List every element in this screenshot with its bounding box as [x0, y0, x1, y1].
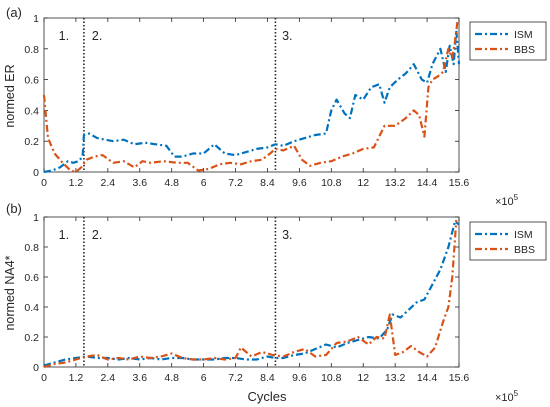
panel-a-y-tick-label: 0.2 — [24, 136, 39, 148]
panel-a-x-tick-label: 15.6 — [449, 177, 470, 189]
panel-a-x-tick-label: 2.4 — [101, 177, 116, 189]
panel-b-y-tick-label: 0.4 — [24, 302, 39, 314]
panel-a-phase-label: 2. — [92, 29, 102, 43]
panel-a-legend-label-ism: ISM — [514, 29, 533, 41]
panel-a-phase-label: 1. — [59, 29, 69, 43]
panel-a-y-tick-label: 0 — [33, 167, 39, 179]
x-axis-label: Cycles — [247, 389, 287, 404]
panel-b-x-tick-label: 12 — [357, 372, 369, 384]
panel-b-plot-area: 0 1.2 2.4 3.6 4.8 6 7.2 8.4 9.6 10.8 12 13.2 14.4 15.… — [24, 212, 547, 384]
panel-b-y-tick-label: 0 — [33, 362, 39, 374]
panel-a-x-tick-label: 9.6 — [292, 177, 307, 189]
panel-a-y-tick-label: 0.6 — [24, 75, 39, 87]
panel-b-x-tick-label: 0 — [41, 372, 47, 384]
panel-b-x-tick-label: 14.4 — [417, 372, 438, 384]
panel-b-x-tick-label: 15.6 — [449, 372, 470, 384]
panel-b-phase-label: 2. — [92, 228, 102, 242]
panel-b-series-bbs-line — [43, 219, 458, 369]
panel-a-x-tick-label: 3.6 — [132, 177, 147, 189]
panel-b-phase-label: 1. — [59, 228, 69, 242]
panel-a-legend — [469, 21, 547, 61]
panel-b-y-tick-label: 0.8 — [24, 242, 39, 254]
panel-a-legend-label-bbs: BBS — [514, 44, 535, 56]
panel-a-x-tick-label: 6 — [201, 177, 207, 189]
panel-b-x-tick-label: 2.4 — [101, 372, 116, 384]
panel-b-x-tick-label: 4.8 — [164, 372, 179, 384]
panel-b-y-tick-label: 0.6 — [24, 272, 39, 284]
panel-a-label: (a) — [6, 5, 22, 20]
panel-b-x-tick-label: 7.2 — [228, 372, 243, 384]
panel-b-x-tick-label: 1.2 — [69, 372, 84, 384]
panel-a-x-tick-label: 14.4 — [417, 177, 438, 189]
panel-a-y-tick-label: 1 — [33, 13, 39, 25]
panel-a-x-tick-label: 4.8 — [164, 177, 179, 189]
panel-b-x-tick-label: 10.8 — [321, 372, 342, 384]
panel-a-phase-label: 3. — [282, 29, 292, 43]
panel-a-x-exponent: ×105 — [495, 193, 519, 208]
panel-b-x-tick-label: 3.6 — [132, 372, 147, 384]
panel-a-x-tick-label: 7.2 — [228, 177, 243, 189]
panel-b-legend — [469, 221, 547, 261]
panel-b-y-tick-label: 1 — [33, 212, 39, 224]
panel-a-x-tick-label: 1.2 — [69, 177, 84, 189]
panel-b-x-tick-label: 8.4 — [260, 372, 275, 384]
panel-a-y-axis-label: normed ER — [3, 64, 17, 127]
panel-b-x-exponent: ×105 — [495, 389, 519, 404]
panel-a-series-bbs-line — [42, 19, 459, 174]
panel-b-x-tick-label: 6 — [201, 372, 207, 384]
panel-b-y-tick-label: 0.2 — [24, 332, 39, 344]
panel-a-y-tick-label: 0.8 — [24, 44, 39, 56]
panel-a-x-tick-label: 13.2 — [385, 177, 406, 189]
panel-a-series-ism-line — [43, 29, 461, 174]
panel-b-legend-label-ism: ISM — [514, 229, 533, 241]
panel-a-x-tick-label: 12 — [357, 177, 369, 189]
panel-b-label: (b) — [6, 201, 22, 216]
panel-b-phase-label: 3. — [282, 228, 292, 242]
panel-a-x-tick-label: 10.8 — [321, 177, 342, 189]
panel-a-x-tick-label: 8.4 — [260, 177, 275, 189]
panel-a: (a) normed ER 0 1.2 2.4 3.6 4.8 6 7.2 8.4 9.6 10.… — [3, 5, 547, 208]
panel-b-y-axis-label: normed NA4* — [3, 255, 17, 330]
panel-a-axes-box — [43, 17, 460, 173]
panel-b-x-tick-label: 9.6 — [292, 372, 307, 384]
panel-a-y-tick-label: 0.4 — [24, 105, 39, 117]
panel-a-x-tick-label: 0 — [41, 177, 47, 189]
panel-b: (b) normed NA4* 0 1.2 2.4 3.6 4.8 6 7.2 8.4 9.6 1… — [3, 201, 547, 404]
panel-a-plot-area: 0 1.2 2.4 3.6 4.8 6 7.2 8.4 9.6 10.8 12 13.2 14.4 15.… — [24, 13, 547, 189]
panel-b-legend-label-bbs: BBS — [514, 244, 535, 256]
panel-b-x-tick-label: 13.2 — [385, 372, 406, 384]
panel-b-axes-box — [43, 216, 460, 368]
